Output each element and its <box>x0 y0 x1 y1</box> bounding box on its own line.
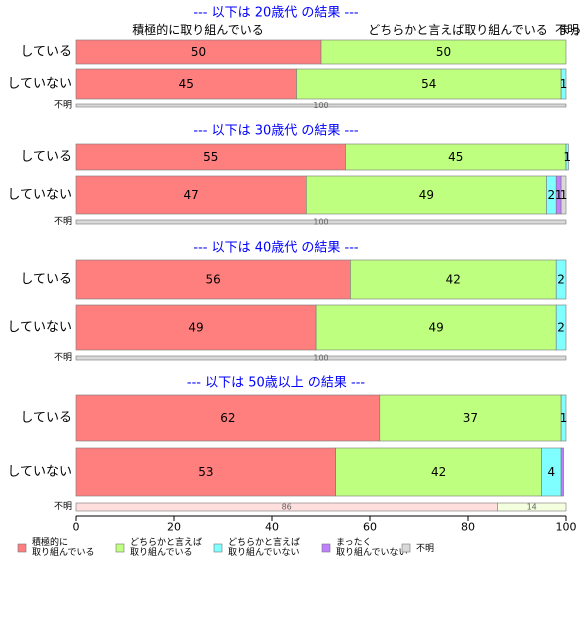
panel-title: --- 以下は 20歳代 の結果 --- <box>193 6 359 21</box>
data-label: 49 <box>188 321 203 335</box>
legend-label: 取り組んでいない <box>228 546 300 558</box>
x-tick-label: 60 <box>363 521 377 534</box>
data-label: 55 <box>203 150 218 164</box>
x-tick-label: 0 <box>73 521 80 534</box>
data-label: 53 <box>198 465 213 479</box>
data-label: 2 <box>557 273 565 287</box>
bar-segment <box>560 68 567 100</box>
x-tick-label: 100 <box>556 521 577 534</box>
row-label: していない <box>7 465 72 480</box>
bar-segment <box>75 447 337 497</box>
legend-label: まったく <box>336 537 372 548</box>
data-label: 2 <box>557 321 565 335</box>
bar-segment <box>305 175 547 215</box>
data-label: 1 <box>560 77 568 91</box>
column-header: まったく <box>558 23 580 37</box>
legend-swatch <box>321 543 331 553</box>
bar-segment <box>320 39 567 65</box>
data-label: 47 <box>184 188 199 202</box>
bar-segment <box>555 259 567 300</box>
data-label: 1 <box>560 411 568 425</box>
row-label: 不明 <box>54 216 72 227</box>
row-label: している <box>20 272 72 287</box>
panel-title: --- 以下は 50歳以上 の結果 --- <box>187 376 366 391</box>
bar-segment <box>75 175 307 215</box>
row-label: 不明 <box>54 501 72 512</box>
bar-segment <box>315 304 557 351</box>
row-label: 不明 <box>54 100 72 111</box>
bar-segment <box>75 219 567 225</box>
column-header: 不明 <box>555 23 579 37</box>
data-label: 37 <box>463 411 478 425</box>
data-label: 50 <box>191 45 206 59</box>
data-label: 100 <box>313 218 328 227</box>
row-label: していない <box>7 188 72 203</box>
legend-swatch <box>401 543 411 553</box>
row-label: している <box>20 411 72 426</box>
row-label: している <box>20 150 72 165</box>
bar-segment <box>335 447 542 497</box>
panel-title: --- 以下は 40歳代 の結果 --- <box>193 241 359 256</box>
data-label: 1 <box>560 188 568 202</box>
bar-segment <box>75 355 567 361</box>
row-label: している <box>20 45 72 60</box>
x-tick-label: 40 <box>265 521 279 534</box>
bar-segment <box>75 103 567 108</box>
data-label: 42 <box>446 273 461 287</box>
bar-segment <box>560 175 567 215</box>
panel-title: --- 以下は 30歳代 の結果 --- <box>193 124 359 139</box>
legend-label: 取り組んでいない <box>336 546 408 558</box>
column-header: どちらかと言えば取り組んでいる <box>368 23 547 37</box>
x-tick-label: 20 <box>167 521 181 534</box>
legend-label: どちらかと言えば <box>130 536 202 548</box>
data-label: 14 <box>527 503 537 512</box>
data-label: 56 <box>206 273 221 287</box>
legend-label: どちらかと言えば <box>228 536 300 548</box>
row-label: 不明 <box>54 352 72 363</box>
bar-segment <box>565 143 569 171</box>
data-label: 45 <box>448 150 463 164</box>
legend-swatch <box>115 543 125 553</box>
bar-segment <box>560 394 567 442</box>
bar-segment <box>497 502 567 512</box>
row-label: していない <box>7 320 72 335</box>
row-label: していない <box>7 77 72 92</box>
data-label: 62 <box>220 411 235 425</box>
legend-swatch <box>17 543 27 553</box>
bar-segment <box>555 304 567 351</box>
data-label: 49 <box>429 321 444 335</box>
x-tick-label: 80 <box>461 521 475 534</box>
bar-segment <box>75 259 351 300</box>
data-label: 50 <box>436 45 451 59</box>
data-label: 100 <box>313 354 328 363</box>
legend-label: 取り組んでいる <box>130 546 193 558</box>
legend-label: 積極的に <box>32 536 68 548</box>
bar-segment <box>75 304 317 351</box>
data-label: 100 <box>313 101 328 110</box>
data-label: 54 <box>421 77 436 91</box>
bar-segment <box>379 394 562 442</box>
data-label: 1 <box>563 150 571 164</box>
bar-segment <box>345 143 567 171</box>
column-header: 積極的に取り組んでいる <box>132 22 263 37</box>
legend-swatch <box>213 543 223 553</box>
data-label: 4 <box>547 465 555 479</box>
bar-segment <box>350 259 557 300</box>
data-label: 2 <box>547 188 555 202</box>
data-label: 49 <box>419 188 434 202</box>
data-label: 86 <box>282 503 292 512</box>
data-label: 1 <box>555 188 563 202</box>
legend-label: 不明 <box>416 543 434 554</box>
bar-segment <box>560 447 564 497</box>
data-label: 42 <box>431 465 446 479</box>
bar-segment <box>75 143 346 171</box>
legend-label: 取り組んでいる <box>32 546 95 558</box>
data-label: 45 <box>179 77 194 91</box>
